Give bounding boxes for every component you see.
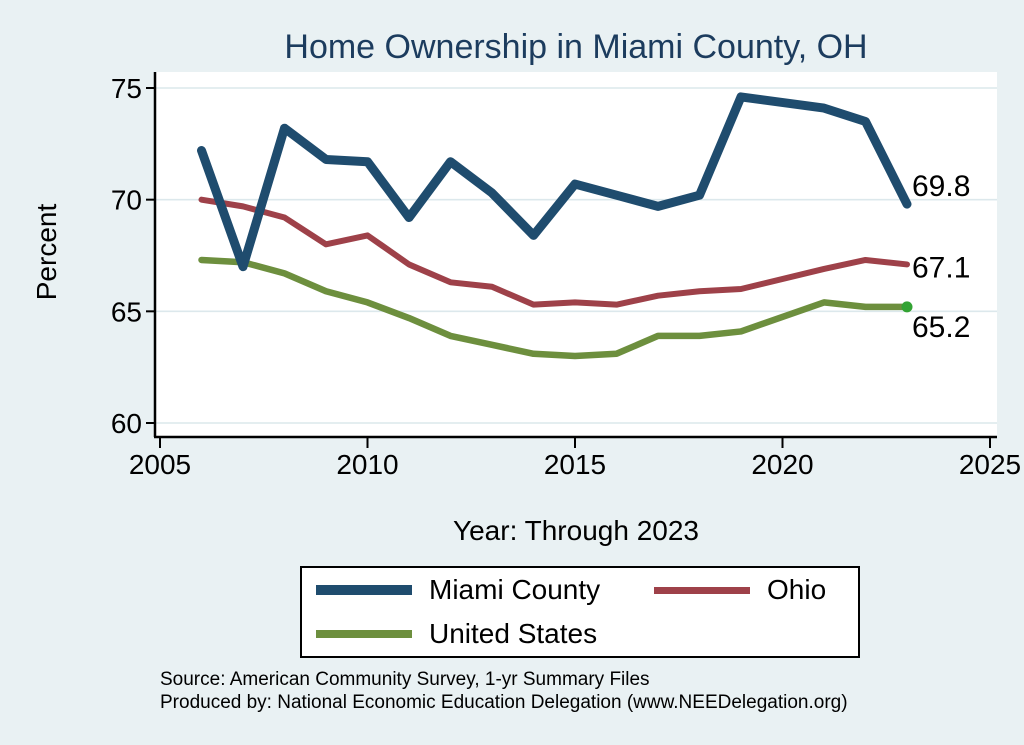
legend-label-miami-county: Miami County — [429, 574, 601, 605]
x-axis-label: Year: Through 2023 — [453, 515, 699, 546]
legend-item-ohio: Ohio — [654, 574, 858, 606]
svg-text:75: 75 — [111, 73, 142, 104]
produced-by-note: Produced by: National Economic Education… — [160, 692, 848, 713]
footer-notes: Source: American Community Survey, 1-yr … — [160, 668, 848, 714]
legend-label-united-states: United States — [429, 618, 598, 649]
svg-text:65: 65 — [111, 296, 142, 327]
legend-item-united-states: United States — [316, 618, 654, 650]
svg-text:2025: 2025 — [959, 449, 1021, 480]
svg-text:65.2: 65.2 — [912, 311, 970, 344]
svg-text:2010: 2010 — [336, 449, 398, 480]
svg-text:60: 60 — [111, 408, 142, 439]
svg-text:2020: 2020 — [751, 449, 813, 480]
svg-text:69.8: 69.8 — [912, 170, 970, 203]
united-states-line-swatch — [316, 630, 412, 638]
svg-text:2005: 2005 — [129, 449, 191, 480]
ohio-line-swatch — [654, 586, 750, 594]
miami-county-line-swatch — [316, 585, 412, 595]
svg-text:67.1: 67.1 — [912, 251, 970, 284]
legend: Miami County Ohio United States — [300, 566, 860, 658]
source-note: Source: American Community Survey, 1-yr … — [160, 669, 650, 690]
legend-item-miami-county: Miami County — [316, 574, 654, 606]
legend-label-ohio: Ohio — [767, 574, 827, 605]
chart-title: Home Ownership in Miami County, OH — [284, 28, 868, 66]
svg-text:70: 70 — [111, 185, 142, 216]
svg-text:2015: 2015 — [544, 449, 606, 480]
